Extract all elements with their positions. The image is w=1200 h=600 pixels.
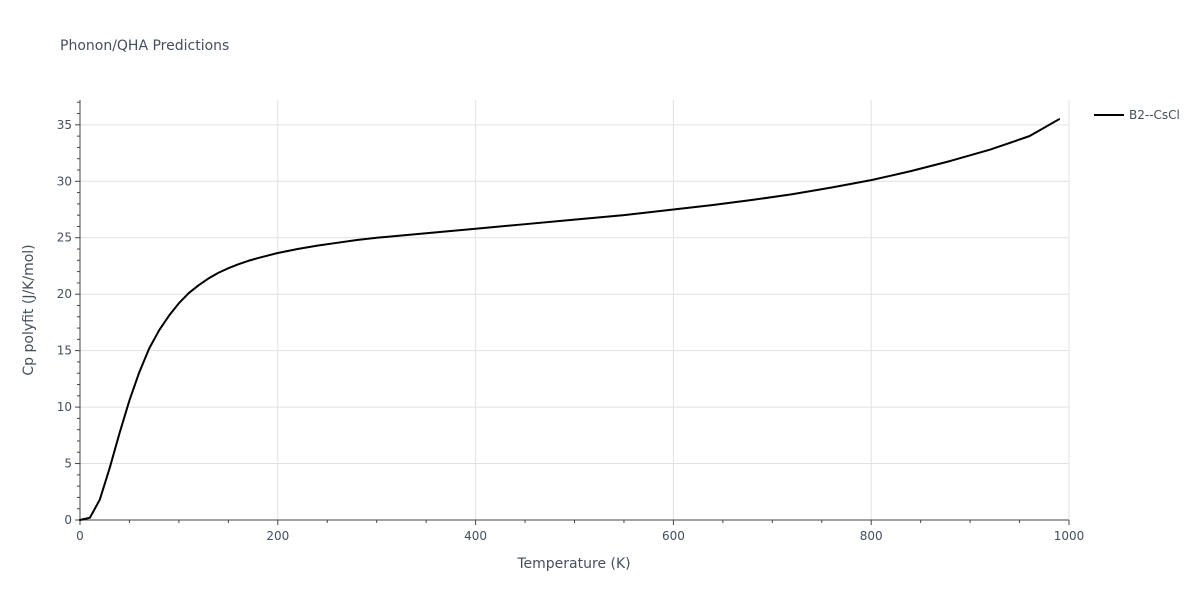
x-tick-label: 600	[662, 529, 685, 543]
x-tick-label: 400	[464, 529, 487, 543]
y-tick-label: 25	[57, 231, 72, 245]
x-tick-label: 0	[76, 529, 84, 543]
legend: B2--CsCl	[1094, 108, 1180, 122]
plot-area	[79, 118, 1061, 521]
axes: 0 200 400 600 800 1000 0 5 10 15 20 25 30 35	[57, 100, 1085, 543]
y-tick-label: 10	[57, 400, 72, 414]
y-axis-label: Cp polyfit (J/K/mol)	[21, 244, 37, 375]
x-tick-label: 800	[860, 529, 883, 543]
x-axis-label: Temperature (K)	[516, 556, 630, 572]
legend-label: B2--CsCl	[1129, 108, 1180, 122]
y-tick-label: 5	[64, 457, 72, 471]
chart-title: Phonon/QHA Predictions	[60, 38, 229, 54]
x-tick-label: 200	[266, 529, 289, 543]
grid	[80, 100, 1070, 520]
series-line-0	[79, 118, 1061, 521]
y-tick-label: 0	[64, 513, 72, 527]
x-tick-label: 1000	[1054, 529, 1085, 543]
y-tick-label: 20	[57, 287, 72, 301]
y-tick-label: 15	[57, 344, 72, 358]
y-tick-label: 35	[57, 118, 72, 132]
y-tick-label: 30	[57, 174, 72, 188]
